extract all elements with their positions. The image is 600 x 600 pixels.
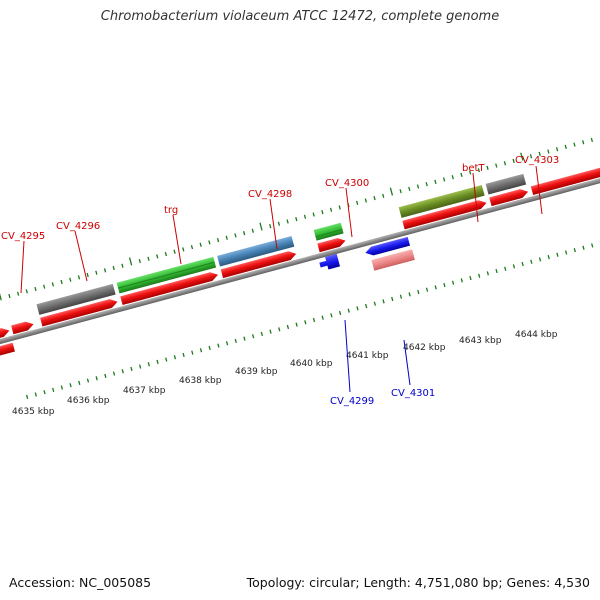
- kbp-label: 4643 kbp: [459, 336, 502, 346]
- forward-cds-row: [0, 163, 600, 349]
- reverse-arrow-feature[interactable]: [364, 236, 411, 257]
- kbp-label: 4640 kbp: [290, 359, 333, 369]
- gene-label[interactable]: CV_4301: [391, 388, 435, 399]
- forward-arrow-feature[interactable]: [120, 270, 219, 306]
- forward-arrow-feature[interactable]: [530, 163, 600, 196]
- gene-label[interactable]: CV_4300: [325, 178, 369, 189]
- gene-label[interactable]: CV_4298: [248, 189, 292, 200]
- outer-tick-ring: [0, 137, 594, 301]
- reverse-arrow-feature[interactable]: [0, 342, 15, 365]
- gene-labels: CV_4295 CV_4296 trg CV_4298 CV_4300 betT…: [1, 155, 559, 407]
- pink-feature[interactable]: [371, 249, 415, 271]
- olive-feature[interactable]: [398, 184, 485, 218]
- map-title: Chromobacterium violaceum ATCC 12472, co…: [100, 9, 500, 24]
- forward-arrow-feature[interactable]: [220, 249, 298, 279]
- gene-label[interactable]: CV_4296: [56, 221, 100, 232]
- forward-arrow-feature[interactable]: [489, 187, 529, 207]
- forward-feature-row: [36, 173, 527, 315]
- kbp-label: 4641 kbp: [346, 351, 389, 361]
- forward-arrow-feature[interactable]: [11, 320, 35, 335]
- gene-label[interactable]: CV_4299: [330, 396, 374, 407]
- kbp-label: 4635 kbp: [12, 407, 55, 417]
- kbp-labels: 4635 kbp 4636 kbp 4637 kbp 4638 kbp 4639…: [12, 330, 558, 417]
- forward-arrow-feature[interactable]: [317, 236, 346, 253]
- inner-tick-ring: [25, 241, 600, 399]
- gene-label[interactable]: trg: [164, 205, 178, 216]
- kbp-label: 4637 kbp: [123, 386, 166, 396]
- green-feature[interactable]: [313, 222, 344, 241]
- kbp-label: 4642 kbp: [403, 343, 446, 353]
- steelblue-feature[interactable]: [217, 235, 295, 267]
- green-feature-divider: [315, 228, 343, 238]
- backbone-line: [0, 168, 600, 355]
- forward-arrow-feature[interactable]: [40, 297, 119, 327]
- kbp-label: 4638 kbp: [179, 376, 222, 386]
- gene-label[interactable]: CV_4303: [515, 155, 559, 166]
- gene-label[interactable]: betT: [462, 163, 485, 174]
- accession-text: Accession: NC_005085: [9, 575, 152, 590]
- gray-feature[interactable]: [36, 283, 116, 315]
- kbp-label: 4644 kbp: [515, 330, 558, 340]
- gray-feature[interactable]: [485, 173, 527, 195]
- genome-stats-text: Topology: circular; Length: 4,751,080 bp…: [246, 575, 590, 590]
- kbp-label: 4636 kbp: [67, 396, 110, 406]
- label-leader-lines: [20, 165, 543, 393]
- reverse-arrow-feature[interactable]: [318, 253, 341, 271]
- track-group: [0, 137, 600, 399]
- kbp-label: 4639 kbp: [235, 367, 278, 377]
- green-feature-divider: [117, 261, 215, 289]
- forward-arrow-feature[interactable]: [402, 198, 487, 230]
- gene-label[interactable]: CV_4295: [1, 231, 45, 242]
- reverse-feature-row: [0, 236, 415, 365]
